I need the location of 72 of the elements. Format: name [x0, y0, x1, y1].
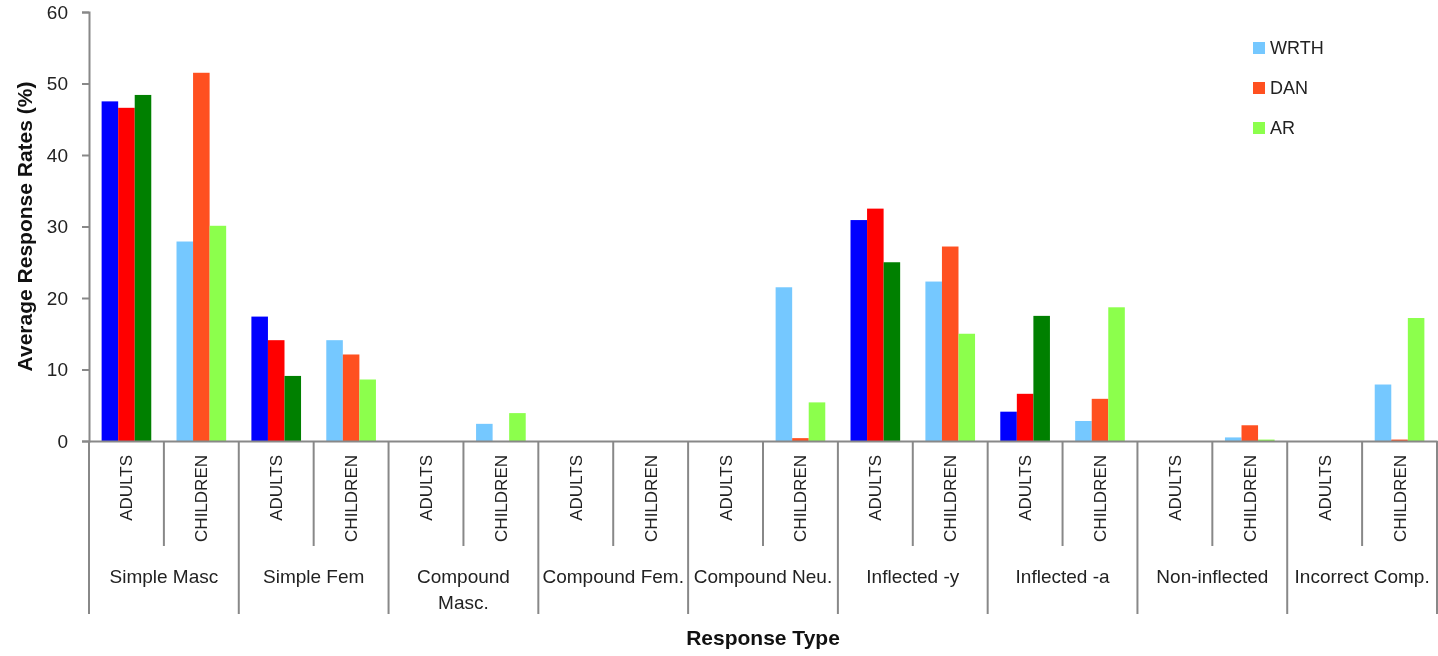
text: Compound Masc. [416, 566, 510, 613]
x-tick-label: CHILDREN [941, 455, 961, 542]
x-tick-label: ADULTS [866, 455, 886, 521]
y-tick-label: 20 [46, 287, 68, 309]
x-tick-label: ADULTS [716, 455, 736, 521]
x-axis-title: Response Type [686, 626, 840, 649]
bar [1224, 437, 1242, 441]
text: Incorrect Comp. [1294, 566, 1430, 587]
bar [326, 340, 343, 441]
y-tick-label: 50 [46, 73, 68, 95]
bar [1033, 315, 1050, 441]
x-tick-label: CHILDREN [192, 455, 212, 542]
legend-label: AR [1270, 118, 1296, 139]
bar [775, 287, 793, 441]
legend-label: WRTH [1270, 38, 1324, 59]
x-tick-label: CHILDREN [641, 455, 661, 542]
text: Compound Neu. [693, 566, 833, 587]
bar [1407, 318, 1425, 441]
y-tick-label: 0 [57, 430, 68, 452]
legend-label: DAN [1270, 78, 1309, 99]
x-tick-label: CHILDREN [342, 455, 362, 542]
bar [1108, 307, 1125, 441]
bar [1075, 420, 1092, 441]
bar [1000, 411, 1017, 441]
bar [1091, 398, 1109, 441]
bar [118, 107, 135, 441]
x-tick-label: ADULTS [1315, 455, 1335, 521]
x-tick-label: CHILDREN [1390, 455, 1410, 542]
bar [134, 94, 152, 441]
y-tick-label: 40 [46, 144, 68, 166]
bar [509, 413, 526, 441]
bar [850, 220, 868, 441]
bar [1374, 384, 1392, 441]
bar [941, 246, 959, 441]
bar [925, 281, 942, 441]
bar [209, 225, 227, 441]
bar [284, 375, 302, 441]
bar [792, 438, 809, 441]
text: Simple Fem [262, 566, 365, 587]
bar [342, 354, 360, 441]
y-tick-label: 10 [46, 359, 68, 381]
bar [958, 333, 976, 441]
bar [1016, 393, 1034, 441]
text: Inflected -a [1015, 566, 1110, 587]
x-tick-label: ADULTS [117, 455, 137, 521]
x-tick-label: ADULTS [1016, 455, 1036, 521]
bar [808, 402, 826, 441]
text: Compound Fem. [542, 566, 684, 587]
y-tick-label: 30 [46, 216, 68, 238]
x-tick-label: CHILDREN [791, 455, 811, 542]
x-tick-label: CHILDREN [491, 455, 511, 542]
x-tick-label: ADULTS [1165, 455, 1185, 521]
bar [1241, 425, 1259, 441]
x-tick-label: ADULTS [566, 455, 586, 521]
bar [867, 208, 884, 441]
x-tick-label: ADULTS [416, 455, 436, 521]
text: Non-inflected [1156, 566, 1269, 587]
x-tick-label: CHILDREN [1240, 455, 1260, 542]
y-axis-title: Average Response Rates (%) [13, 81, 36, 372]
bar [359, 379, 376, 441]
y-tick-label: 60 [46, 1, 68, 23]
bar [193, 72, 210, 441]
x-tick-label: ADULTS [267, 455, 287, 521]
bar [883, 262, 901, 441]
bar [267, 340, 285, 441]
bar [476, 423, 493, 441]
bar [176, 241, 194, 441]
bar [251, 316, 268, 441]
x-tick-label: CHILDREN [1090, 455, 1110, 542]
text: Inflected -y [866, 566, 960, 587]
bar [101, 101, 119, 441]
text: Simple Masc [109, 566, 219, 587]
